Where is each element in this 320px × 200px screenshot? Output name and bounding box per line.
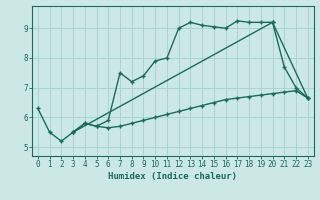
X-axis label: Humidex (Indice chaleur): Humidex (Indice chaleur) xyxy=(108,172,237,181)
